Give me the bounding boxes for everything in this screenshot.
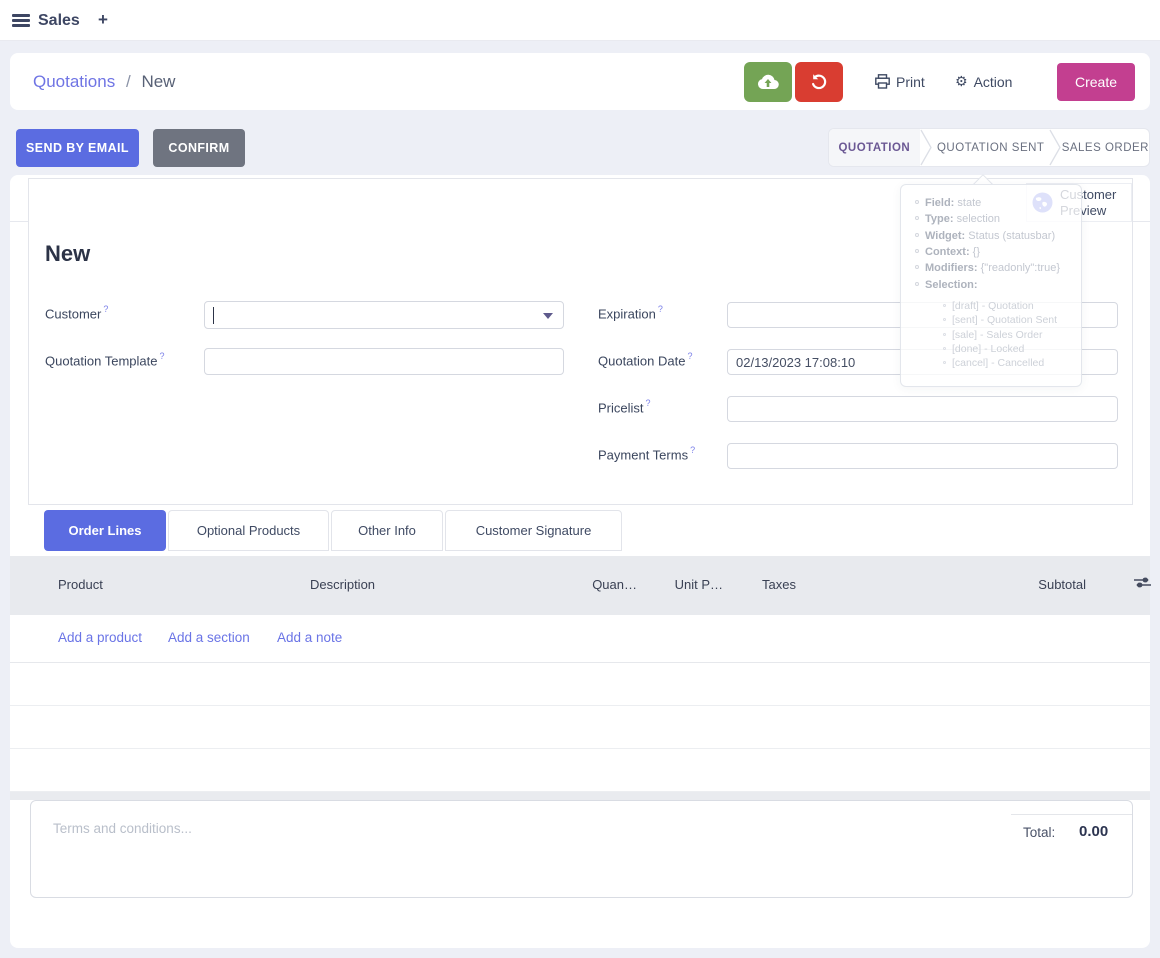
- print-label: Print: [896, 73, 925, 90]
- print-button[interactable]: Print: [875, 53, 925, 110]
- expiration-field-label: Expiration?: [598, 304, 663, 322]
- bullet-icon: [943, 304, 946, 307]
- column-taxes[interactable]: Taxes: [762, 577, 796, 592]
- gear-icon: ⚙: [955, 73, 968, 90]
- plus-icon[interactable]: +: [98, 10, 108, 29]
- status-pipeline: QUOTATION QUOTATION SENT SALES ORDER: [828, 128, 1150, 167]
- stage-sales-order[interactable]: SALES ORDER: [1061, 141, 1149, 154]
- text-cursor: [213, 306, 214, 324]
- order-lines-header: Product Description Quan… Unit P… Taxes …: [10, 556, 1151, 615]
- chevron-right-icon: [1049, 129, 1062, 166]
- bullet-icon: [915, 233, 919, 237]
- breadcrumb: Quotations / New: [33, 53, 175, 110]
- column-description[interactable]: Description: [310, 577, 376, 592]
- save-button[interactable]: [744, 62, 792, 102]
- add-note-link[interactable]: Add a note: [277, 630, 343, 645]
- quotation-template-input[interactable]: [204, 348, 564, 375]
- terms-and-total-box: Terms and conditions... Total: 0.00: [30, 800, 1133, 898]
- control-panel: Quotations / New Print ⚙ Action Create: [10, 53, 1150, 110]
- action-label: Action: [973, 73, 1013, 90]
- stage-quotation-sent[interactable]: QUOTATION SENT: [936, 141, 1045, 154]
- table-row: [10, 663, 1150, 706]
- debug-field-tooltip: Field: state Type: selection Widget: Sta…: [900, 184, 1082, 387]
- total-label: Total:: [1023, 825, 1056, 840]
- add-product-link[interactable]: Add a product: [58, 630, 143, 645]
- cloud-upload-icon: [757, 74, 779, 90]
- dropdown-caret-icon[interactable]: [543, 313, 553, 319]
- bullet-icon: [915, 265, 919, 269]
- quotation-date-field-label: Quotation Date?: [598, 351, 693, 369]
- total-divider: [1011, 814, 1132, 815]
- payment-terms-field-label: Payment Terms?: [598, 445, 696, 463]
- stage-quotation[interactable]: QUOTATION: [829, 129, 920, 166]
- confirm-button[interactable]: CONFIRM: [153, 129, 245, 167]
- breadcrumb-quotations-link[interactable]: Quotations: [33, 72, 116, 91]
- tab-optional-products[interactable]: Optional Products: [168, 510, 329, 551]
- customer-field-label: Customer?: [45, 304, 109, 322]
- discard-button[interactable]: [795, 62, 843, 102]
- customer-input[interactable]: [204, 301, 564, 329]
- help-icon[interactable]: ?: [690, 445, 696, 455]
- app-name[interactable]: Sales: [38, 12, 80, 29]
- tab-other-info[interactable]: Other Info: [331, 510, 443, 551]
- column-unit-price[interactable]: Unit P…: [674, 577, 723, 592]
- breadcrumb-current: New: [141, 72, 176, 91]
- record-title: New: [45, 241, 91, 266]
- tab-customer-signature[interactable]: Customer Signature: [445, 510, 622, 551]
- pricelist-input[interactable]: [727, 396, 1118, 422]
- help-icon[interactable]: ?: [159, 351, 165, 361]
- bullet-icon: [915, 282, 919, 286]
- column-quantity[interactable]: Quan…: [592, 577, 637, 592]
- tab-order-lines[interactable]: Order Lines: [44, 510, 166, 551]
- order-lines-actions-row: Add a product Add a section Add a note: [10, 615, 1150, 663]
- table-row: [10, 749, 1150, 792]
- breadcrumb-separator: /: [125, 72, 131, 91]
- total-value: 0.00: [1079, 823, 1109, 840]
- send-by-email-button[interactable]: SEND BY EMAIL: [16, 129, 139, 167]
- help-icon[interactable]: ?: [657, 304, 663, 314]
- column-product[interactable]: Product: [58, 577, 103, 592]
- undo-icon: [810, 73, 828, 91]
- terms-textarea[interactable]: Terms and conditions...: [53, 821, 192, 836]
- chevron-right-icon: [920, 129, 933, 166]
- printer-icon: [875, 74, 890, 89]
- help-icon[interactable]: ?: [103, 304, 109, 314]
- bullet-icon: [943, 318, 946, 321]
- action-button[interactable]: ⚙ Action: [955, 53, 1012, 110]
- top-navbar: Sales +: [0, 0, 1160, 41]
- bullet-icon: [915, 200, 919, 204]
- help-icon[interactable]: ?: [687, 351, 693, 361]
- bullet-icon: [943, 347, 946, 350]
- optional-columns-icon[interactable]: [1134, 575, 1151, 591]
- table-footer-strip: [10, 792, 1150, 800]
- payment-terms-input[interactable]: [727, 443, 1118, 469]
- create-button[interactable]: Create: [1057, 63, 1135, 101]
- add-section-link[interactable]: Add a section: [168, 630, 250, 645]
- bullet-icon: [943, 361, 946, 364]
- bullet-icon: [915, 249, 919, 253]
- table-row: [10, 706, 1150, 749]
- column-subtotal[interactable]: Subtotal: [1038, 577, 1086, 592]
- hamburger-menu-icon[interactable]: [12, 14, 30, 27]
- bullet-icon: [943, 333, 946, 336]
- pricelist-field-label: Pricelist?: [598, 398, 651, 416]
- quotation-template-field-label: Quotation Template?: [45, 351, 165, 369]
- bullet-icon: [915, 216, 919, 220]
- help-icon[interactable]: ?: [645, 398, 651, 408]
